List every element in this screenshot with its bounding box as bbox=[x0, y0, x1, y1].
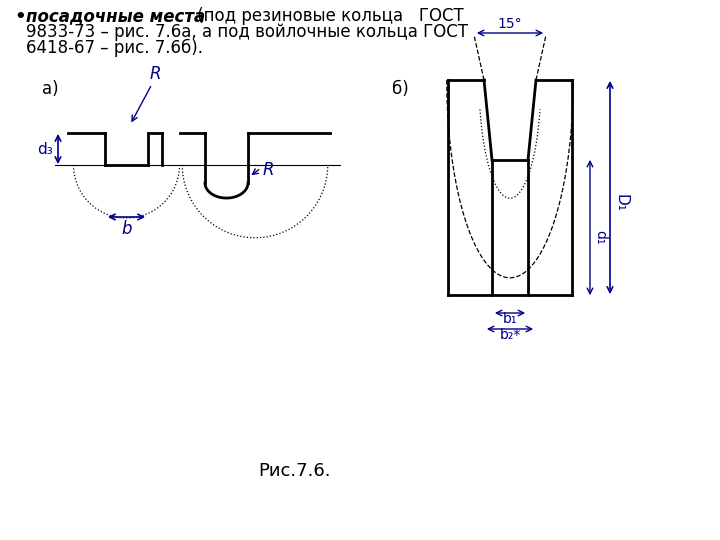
Text: а): а) bbox=[42, 80, 58, 98]
Text: 6418-67 – рис. 7.6б).: 6418-67 – рис. 7.6б). bbox=[26, 39, 203, 57]
Text: 15°: 15° bbox=[498, 17, 522, 31]
Text: 9833-73 – рис. 7.6а, а под войлочные кольца ГОСТ: 9833-73 – рис. 7.6а, а под войлочные кол… bbox=[26, 23, 468, 41]
Text: Рис.7.6.: Рис.7.6. bbox=[258, 462, 331, 480]
Text: •: • bbox=[14, 8, 26, 26]
Text: b₂*: b₂* bbox=[499, 328, 521, 342]
Text: b₁: b₁ bbox=[503, 312, 517, 326]
Text: R: R bbox=[263, 161, 274, 179]
Text: D₁: D₁ bbox=[614, 193, 629, 212]
Text: d₃: d₃ bbox=[37, 141, 53, 157]
Text: (под резиновые кольца   ГОСТ: (под резиновые кольца ГОСТ bbox=[192, 7, 464, 25]
Text: d₁: d₁ bbox=[593, 230, 607, 245]
Text: R: R bbox=[149, 65, 161, 83]
Text: посадочные места: посадочные места bbox=[26, 7, 205, 25]
Text: б): б) bbox=[392, 80, 409, 98]
Text: b: b bbox=[121, 220, 132, 238]
